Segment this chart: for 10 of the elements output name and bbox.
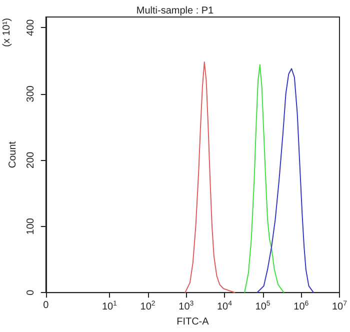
y-axis-title: Count [8, 141, 18, 168]
y-tick-label: 400 [25, 18, 36, 36]
chart-title: Multi-sample : P1 [136, 6, 214, 16]
y-tick-label: 0 [25, 289, 36, 296]
x-axis-title: FITC-A [176, 316, 210, 328]
text: (x 10¹) [2, 18, 12, 47]
y-tick-label: 300 [25, 85, 36, 102]
y-tick-label: 200 [25, 151, 36, 168]
x-tick-label: 0 [43, 300, 50, 312]
y-tick-label: 100 [25, 218, 36, 235]
